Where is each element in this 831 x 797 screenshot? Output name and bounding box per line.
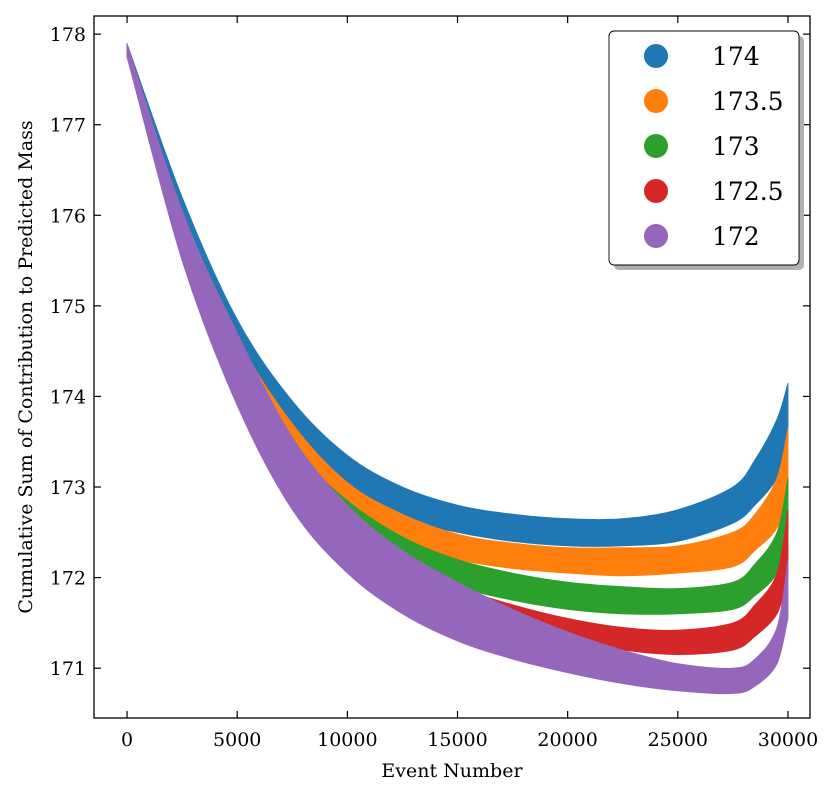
x-tick-label: 15000: [427, 729, 487, 751]
y-tick-label: 172: [50, 568, 86, 590]
y-tick-label: 177: [50, 115, 86, 137]
x-tick-label: 10000: [317, 729, 377, 751]
y-axis: 171 172 173 174 175 176 177 178: [50, 24, 810, 680]
y-tick-label: 174: [50, 386, 86, 408]
series-bands: [126, 43, 789, 695]
series-band-172: [126, 43, 789, 695]
y-tick-label: 171: [50, 658, 86, 680]
legend-marker-173.5: [644, 89, 668, 113]
x-axis: 0 5000 10000 15000 20000 25000 30000: [121, 16, 818, 751]
legend-label-173.5: 173.5: [712, 87, 784, 116]
legend: 174 173.5 173 172.5 172: [608, 30, 804, 270]
x-tick-label: 30000: [758, 729, 818, 751]
x-tick-label: 0: [121, 729, 133, 751]
y-axis-label: Cumulative Sum of Contribution to Predic…: [15, 120, 37, 613]
legend-marker-172: [644, 224, 668, 248]
x-tick-label: 25000: [648, 729, 708, 751]
y-tick-label: 178: [50, 24, 86, 46]
legend-items: 174 173.5 173 172.5 172: [644, 42, 784, 251]
legend-box: [608, 30, 800, 266]
legend-label-174: 174: [712, 42, 760, 71]
legend-marker-172.5: [644, 179, 668, 203]
x-axis-label: Event Number: [381, 760, 523, 782]
legend-label-172: 172: [712, 222, 760, 251]
plot-frame: [93, 15, 811, 719]
legend-label-173: 173: [712, 132, 760, 161]
y-tick-label: 173: [50, 477, 86, 499]
x-tick-label: 5000: [213, 729, 261, 751]
x-tick-label: 20000: [537, 729, 597, 751]
legend-marker-174: [644, 44, 668, 68]
legend-label-172.5: 172.5: [712, 177, 784, 206]
y-tick-label: 175: [50, 296, 86, 318]
y-tick-label: 176: [50, 205, 86, 227]
legend-marker-173: [644, 134, 668, 158]
